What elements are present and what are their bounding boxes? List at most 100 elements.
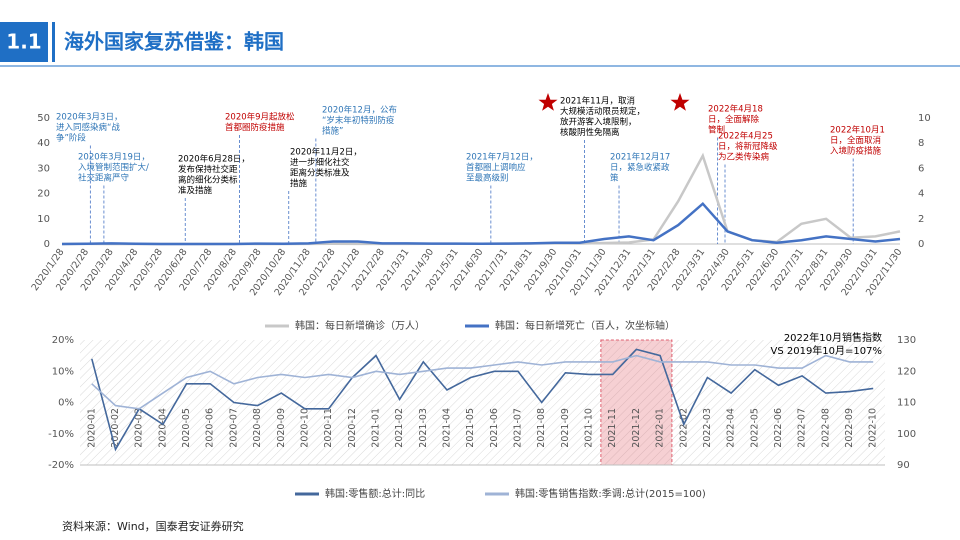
annotation-text: 2020年6月28日，	[178, 154, 250, 165]
annotation-text: 大规模活动限员规定，	[560, 106, 645, 117]
legend-label: 韩国:零售额:总计:同比	[325, 487, 425, 500]
legend-label: 韩国:零售销售指数:季调:总计(2015=100)	[515, 487, 706, 500]
header-badge	[0, 22, 48, 62]
annotation-text: 日，紧急收紧政	[610, 162, 670, 173]
x-tick-label: 2021-02	[394, 408, 405, 448]
x-tick-label: 2022-06	[773, 408, 784, 448]
x-tick-label: 2021-08	[536, 408, 547, 448]
x-tick-label: 2020-08	[252, 408, 263, 448]
annotation-text: 2020年11月2日，	[290, 147, 362, 158]
x-tick-label: 2022-01	[655, 408, 666, 448]
x-tick-label: 2020-04	[157, 408, 168, 448]
x-tick-label: 2021-04	[441, 408, 452, 448]
x-tick-label: 2020-02	[110, 408, 121, 448]
x-tick-label: 2020-12	[347, 408, 358, 448]
annotation-text: 发布保持社交距	[178, 164, 238, 175]
legend-label: 韩国：每日新增确诊（万人）	[295, 319, 425, 332]
x-tick-label: 2021-07	[513, 408, 524, 448]
series-line	[61, 201, 901, 246]
x-tick-label: 2021-05	[465, 408, 476, 448]
x-tick-label: 2020-03	[134, 408, 145, 448]
annotation-text: 入境管制范围扩大/	[78, 162, 149, 173]
annotation-text: 入境防疫措施	[830, 146, 882, 157]
annotation-text: 进入同感染病“战	[56, 122, 120, 133]
y2-tick-label: 110	[897, 398, 916, 409]
x-tick-label: 2020-05	[181, 408, 192, 448]
annotation-text: 2020年3月3日，	[56, 112, 122, 123]
annotation-text: 2021年12月17	[610, 152, 670, 163]
x-tick-label: 2020-07	[228, 408, 239, 448]
annotation-text: 首都圈防疫措施	[225, 122, 285, 133]
annotation-text: 日，全面取消	[830, 135, 881, 146]
x-tick-label: 2021-01	[370, 408, 381, 448]
y2-tick-label: 10	[918, 113, 931, 124]
annotation-text: 2022年4月18	[708, 104, 763, 115]
x-tick-label: 2020-11	[323, 408, 334, 448]
header-number: 1.1	[6, 30, 41, 54]
y2-tick-label: 4	[918, 189, 924, 200]
y-tick-label: 10%	[52, 366, 74, 377]
annotation-text: 2022年4月25	[718, 131, 773, 142]
x-tick-label: 2022-08	[820, 408, 831, 448]
annotation-text: 为乙类传染病	[718, 152, 770, 163]
series-line	[91, 354, 874, 410]
x-tick-label: 2021-06	[489, 408, 500, 448]
star	[670, 93, 690, 111]
y2-tick-label: 0	[918, 239, 924, 250]
annotation-text: 争”阶段	[56, 133, 86, 144]
annotation-text: VS 2019年10月=107%	[770, 344, 882, 357]
series-line	[91, 348, 874, 452]
annotation-text: 策	[610, 173, 619, 184]
annotation-text: 日，将新冠降级	[718, 141, 778, 152]
annotation-text: 2022年10月1	[830, 125, 885, 136]
header-title: 海外国家复苏借鉴：韩国	[64, 30, 284, 54]
x-tick-label: 2021-11	[607, 408, 618, 448]
y-tick-label: 30	[37, 163, 50, 174]
y-tick-label: 20%	[52, 335, 74, 346]
annotation-text: 日，全面解除	[708, 114, 760, 125]
x-tick-label: 2021-10	[584, 408, 595, 448]
star	[538, 93, 558, 111]
y-tick-label: 10	[37, 214, 50, 225]
annotation-text: 措施”	[322, 126, 343, 137]
annotation-text: 2021年11月，取消	[560, 96, 635, 107]
annotation-text: 2022年10月销售指数	[784, 331, 882, 344]
y-tick-label: 40	[37, 138, 50, 149]
annotation-text: 首都圈上调响应	[466, 162, 526, 173]
plot-background	[80, 340, 885, 465]
annotation-text: 至最高级别	[466, 173, 509, 184]
y2-tick-label: 100	[897, 429, 916, 440]
annotation-text: 离的细化分类标	[178, 175, 238, 186]
y2-tick-label: 130	[897, 335, 916, 346]
annotation-text: 2020年9月起放松	[225, 112, 295, 123]
annotation-text: 进一步细化社交	[290, 157, 350, 168]
annotation-text: “岁末年初特别防疫	[322, 115, 395, 126]
annotation-text: 放开游客入境限制，	[560, 117, 637, 128]
annotation-text: 管制	[708, 125, 725, 136]
annotation-text: 社交距离严守	[78, 173, 129, 184]
y-tick-label: -20%	[48, 460, 74, 471]
y-tick-label: 20	[37, 189, 50, 200]
annotation-text: 核酸阴性免隔离	[560, 127, 620, 138]
x-tick-label: 2022-04	[726, 408, 737, 448]
x-tick-label: 2020-01	[86, 408, 97, 448]
annotation-text: 距离分类标准及	[290, 168, 350, 179]
annotation-text: 准及措施	[178, 185, 213, 196]
x-tick-label: 2022-09	[844, 408, 855, 448]
x-tick-label: 2020-10	[299, 408, 310, 448]
x-tick-label: 2020-06	[205, 408, 216, 448]
header-divider	[52, 22, 55, 62]
y-tick-label: 0	[44, 239, 50, 250]
x-tick-label: 2022-07	[797, 408, 808, 448]
source: 资料来源：Wind，国泰君安证券研究	[62, 519, 244, 533]
annotation-text: 2021年7月12日，	[466, 152, 538, 163]
x-tick-label: 2021-03	[418, 408, 429, 448]
y2-tick-label: 2	[918, 214, 924, 225]
annotation-text: 2020年12月，公布	[322, 105, 397, 116]
y2-tick-label: 90	[897, 460, 910, 471]
x-tick-label: 2020-09	[276, 408, 287, 448]
y-tick-label: 0%	[58, 398, 74, 409]
x-tick-label: 2021-09	[560, 408, 571, 448]
y-tick-label: 50	[37, 113, 50, 124]
annotation-text: 措施	[290, 178, 308, 189]
